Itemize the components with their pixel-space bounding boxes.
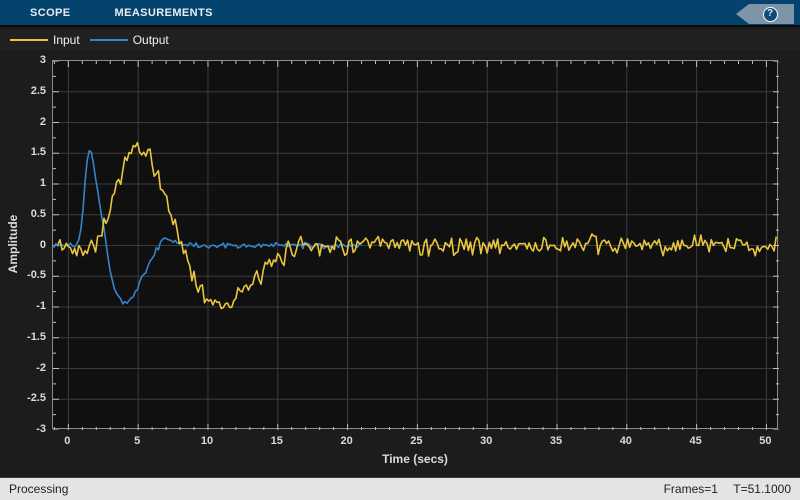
figure-area: 3 2.5 2 1.5 1 0.5 0 -0.5 -1 -1.5 -2 -2.5 -3 0 5 10 15 20… [0, 50, 800, 477]
x-tick-label: 15 [270, 435, 283, 447]
status-counters: Frames=1 T=51.1000 [652, 482, 791, 496]
x-tick-label: 25 [410, 435, 423, 447]
input-line-swatch [10, 38, 48, 41]
y-tick-label: -0.5 [27, 269, 46, 282]
tab-scope[interactable]: SCOPE [30, 6, 71, 19]
legend: Input Output [0, 29, 800, 50]
y-tick-label: 2 [39, 115, 46, 128]
status-bar: Processing Frames=1 T=51.1000 [0, 477, 800, 500]
y-tick-label: -1.5 [27, 330, 46, 343]
plot-axes[interactable] [52, 60, 779, 430]
legend-label-output: Output [132, 32, 169, 47]
x-tick-label: 40 [619, 435, 632, 447]
x-tick-label: 50 [759, 435, 772, 447]
y-tick-label: 1 [39, 177, 46, 189]
x-axis-title: Time (secs) [382, 452, 448, 466]
frames-counter: Frames=1 [663, 482, 718, 496]
status-message: Processing [9, 482, 69, 496]
y-tick-label: -3 [36, 423, 46, 435]
help-icon[interactable]: ? [762, 6, 778, 22]
time-counter: T=51.1000 [733, 482, 791, 496]
series-input [57, 141, 778, 310]
legend-label-input: Input [53, 32, 80, 47]
y-tick-label: 2.5 [30, 84, 46, 97]
x-tick-label: 20 [340, 435, 353, 447]
output-line-swatch [89, 38, 128, 41]
help-button[interactable]: ? [736, 4, 794, 24]
toolstrip: SCOPE MEASUREMENTS ? [0, 0, 800, 27]
x-tick-label: 30 [480, 435, 493, 447]
y-tick-label: 0 [39, 238, 46, 251]
x-tick-label: 5 [134, 435, 141, 447]
legend-item-output[interactable]: Output [89, 32, 169, 47]
x-tick-label: 35 [549, 435, 563, 447]
x-tick-label: 45 [689, 435, 702, 447]
x-tick-label: 0 [64, 435, 71, 447]
y-tick-label: -1 [36, 300, 46, 312]
series-output [53, 149, 362, 305]
x-tick-label: 10 [200, 435, 214, 447]
waveform-plot[interactable] [53, 61, 779, 430]
y-tick-label: 1.5 [30, 146, 46, 159]
y-tick-label: -2.5 [27, 392, 46, 405]
y-tick-label: -2 [36, 361, 46, 374]
y-tick-label: 0.5 [30, 207, 46, 220]
legend-item-input[interactable]: Input [10, 33, 80, 47]
y-tick-label: 3 [39, 54, 46, 66]
tab-measurements[interactable]: MEASUREMENTS [114, 6, 213, 19]
y-axis-title: Amplitude [6, 214, 20, 274]
